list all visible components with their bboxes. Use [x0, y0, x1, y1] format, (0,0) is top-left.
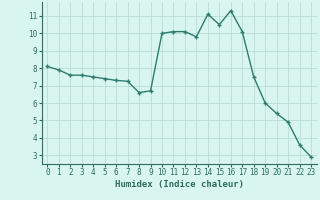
X-axis label: Humidex (Indice chaleur): Humidex (Indice chaleur) — [115, 180, 244, 189]
